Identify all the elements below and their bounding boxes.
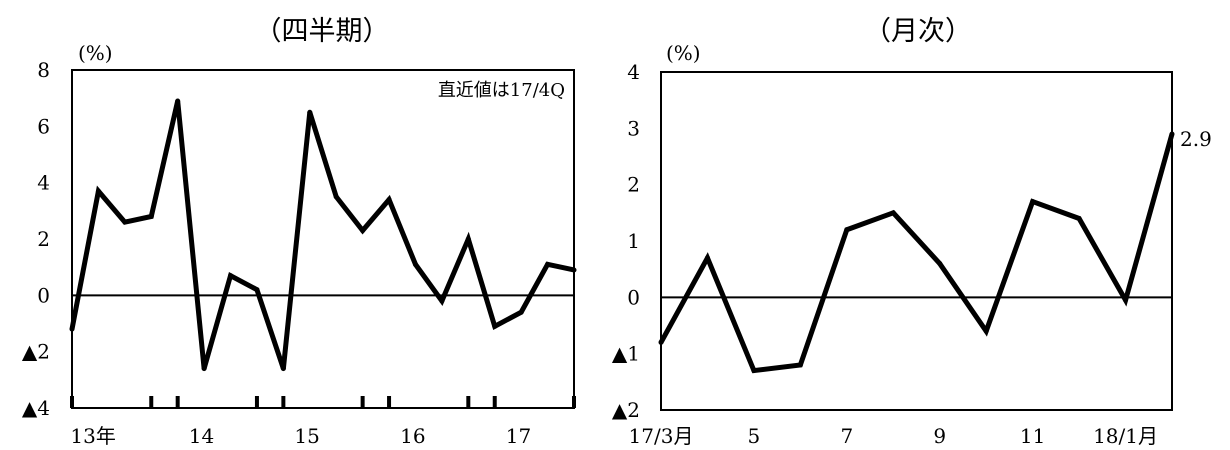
quarterly-y-unit: (%) <box>78 41 113 65</box>
monthly-data-point <box>1169 131 1175 137</box>
monthly-series-line <box>658 133 1175 374</box>
quarterly-y-tick-label: ▲4 <box>22 396 50 420</box>
monthly-data-point <box>1030 199 1036 205</box>
monthly-data-point <box>890 210 896 216</box>
quarterly-y-tick-label: 8 <box>37 58 50 82</box>
monthly-y-tick-label: ▲1 <box>612 342 640 366</box>
quarterly-data-point <box>465 236 471 242</box>
quarterly-data-point <box>571 267 577 273</box>
quarterly-data-point <box>95 188 101 194</box>
quarterly-data-points <box>69 98 577 372</box>
monthly-data-point <box>658 339 664 345</box>
quarterly-data-point <box>307 109 313 115</box>
quarterly-data-point <box>228 273 234 279</box>
monthly-data-point <box>1076 215 1082 221</box>
quarterly-latest-note: 直近値は17/4Q <box>438 80 565 101</box>
monthly-y-tick-label: 4 <box>627 60 640 84</box>
quarterly-y-tick-label: 4 <box>37 171 50 195</box>
quarterly-data-point <box>148 213 154 219</box>
monthly-y-tick-label: 2 <box>627 173 640 197</box>
monthly-x-tick-label: 17/3月 <box>629 424 694 448</box>
monthly-data-point <box>937 261 943 267</box>
quarterly-x-tick-label: 15 <box>294 424 319 448</box>
quarterly-y-tick-label: 0 <box>37 283 50 307</box>
quarterly-plot-frame <box>71 69 575 409</box>
quarterly-data-point <box>386 197 392 203</box>
quarterly-y-tick-label: 6 <box>37 114 50 138</box>
quarterly-series-line <box>69 100 575 370</box>
monthly-x-tick-label: 18/1月 <box>1093 424 1158 448</box>
quarterly-y-tick-label: ▲2 <box>22 340 50 364</box>
quarterly-chart-title: （四半期） <box>255 16 390 47</box>
monthly-x-tick-label: 7 <box>840 424 853 448</box>
quarterly-data-point <box>412 261 418 267</box>
quarterly-data-point <box>545 261 551 267</box>
monthly-data-point <box>844 227 850 233</box>
quarterly-data-point <box>333 194 339 200</box>
quarterly-x-tick-label: 17 <box>506 424 531 448</box>
monthly-x-tick-label: 5 <box>748 424 761 448</box>
quarterly-data-point <box>492 323 498 329</box>
quarterly-data-point <box>518 309 524 315</box>
quarterly-data-point <box>122 219 128 225</box>
monthly-y-tick-label: 1 <box>627 229 640 253</box>
monthly-latest-value-label: 2.9 <box>1180 127 1212 151</box>
monthly-plot-frame <box>660 71 1173 411</box>
quarterly-y-tick-label: 2 <box>37 227 50 251</box>
quarterly-x-tick-labels: 13年 14 15 16 17 <box>70 424 531 448</box>
monthly-x-tick-label: 11 <box>1020 424 1045 448</box>
quarterly-y-tick-labels: 8 6 4 2 0 ▲2 ▲4 <box>22 58 50 420</box>
monthly-y-tick-label: 0 <box>627 285 640 309</box>
quarterly-data-point <box>201 366 207 372</box>
quarterly-data-point <box>439 298 445 304</box>
monthly-y-tick-labels: 4 3 2 1 0 ▲1 ▲2 <box>612 60 640 422</box>
monthly-data-point <box>704 255 710 261</box>
monthly-y-unit: (%) <box>666 41 701 65</box>
quarterly-data-point <box>175 98 181 104</box>
monthly-data-point <box>1123 297 1129 303</box>
quarterly-x-tick-label: 14 <box>189 424 214 448</box>
monthly-x-tick-label: 9 <box>933 424 946 448</box>
quarterly-x-tick-label: 16 <box>400 424 425 448</box>
monthly-data-points <box>658 131 1175 374</box>
quarterly-x-tick-label: 13年 <box>70 424 115 448</box>
monthly-x-tick-labels: 17/3月 5 7 9 11 18/1月 <box>629 424 1158 448</box>
quarterly-data-point <box>69 326 75 332</box>
monthly-y-tick-label: 3 <box>627 116 640 140</box>
monthly-chart-title: （月次） <box>864 16 972 47</box>
monthly-data-point <box>983 328 989 334</box>
quarterly-data-point <box>280 366 286 372</box>
monthly-data-point <box>751 368 757 374</box>
monthly-data-point <box>797 362 803 368</box>
quarterly-data-point <box>254 287 260 293</box>
monthly-chart: （月次） (%) 4 3 2 1 0 ▲1 ▲2 17/3月 5 7 9 11 18/1月 2.9 <box>612 16 1212 448</box>
monthly-y-tick-label: ▲2 <box>612 398 640 422</box>
quarterly-data-point <box>360 228 366 234</box>
quarterly-year-marks <box>70 396 576 408</box>
